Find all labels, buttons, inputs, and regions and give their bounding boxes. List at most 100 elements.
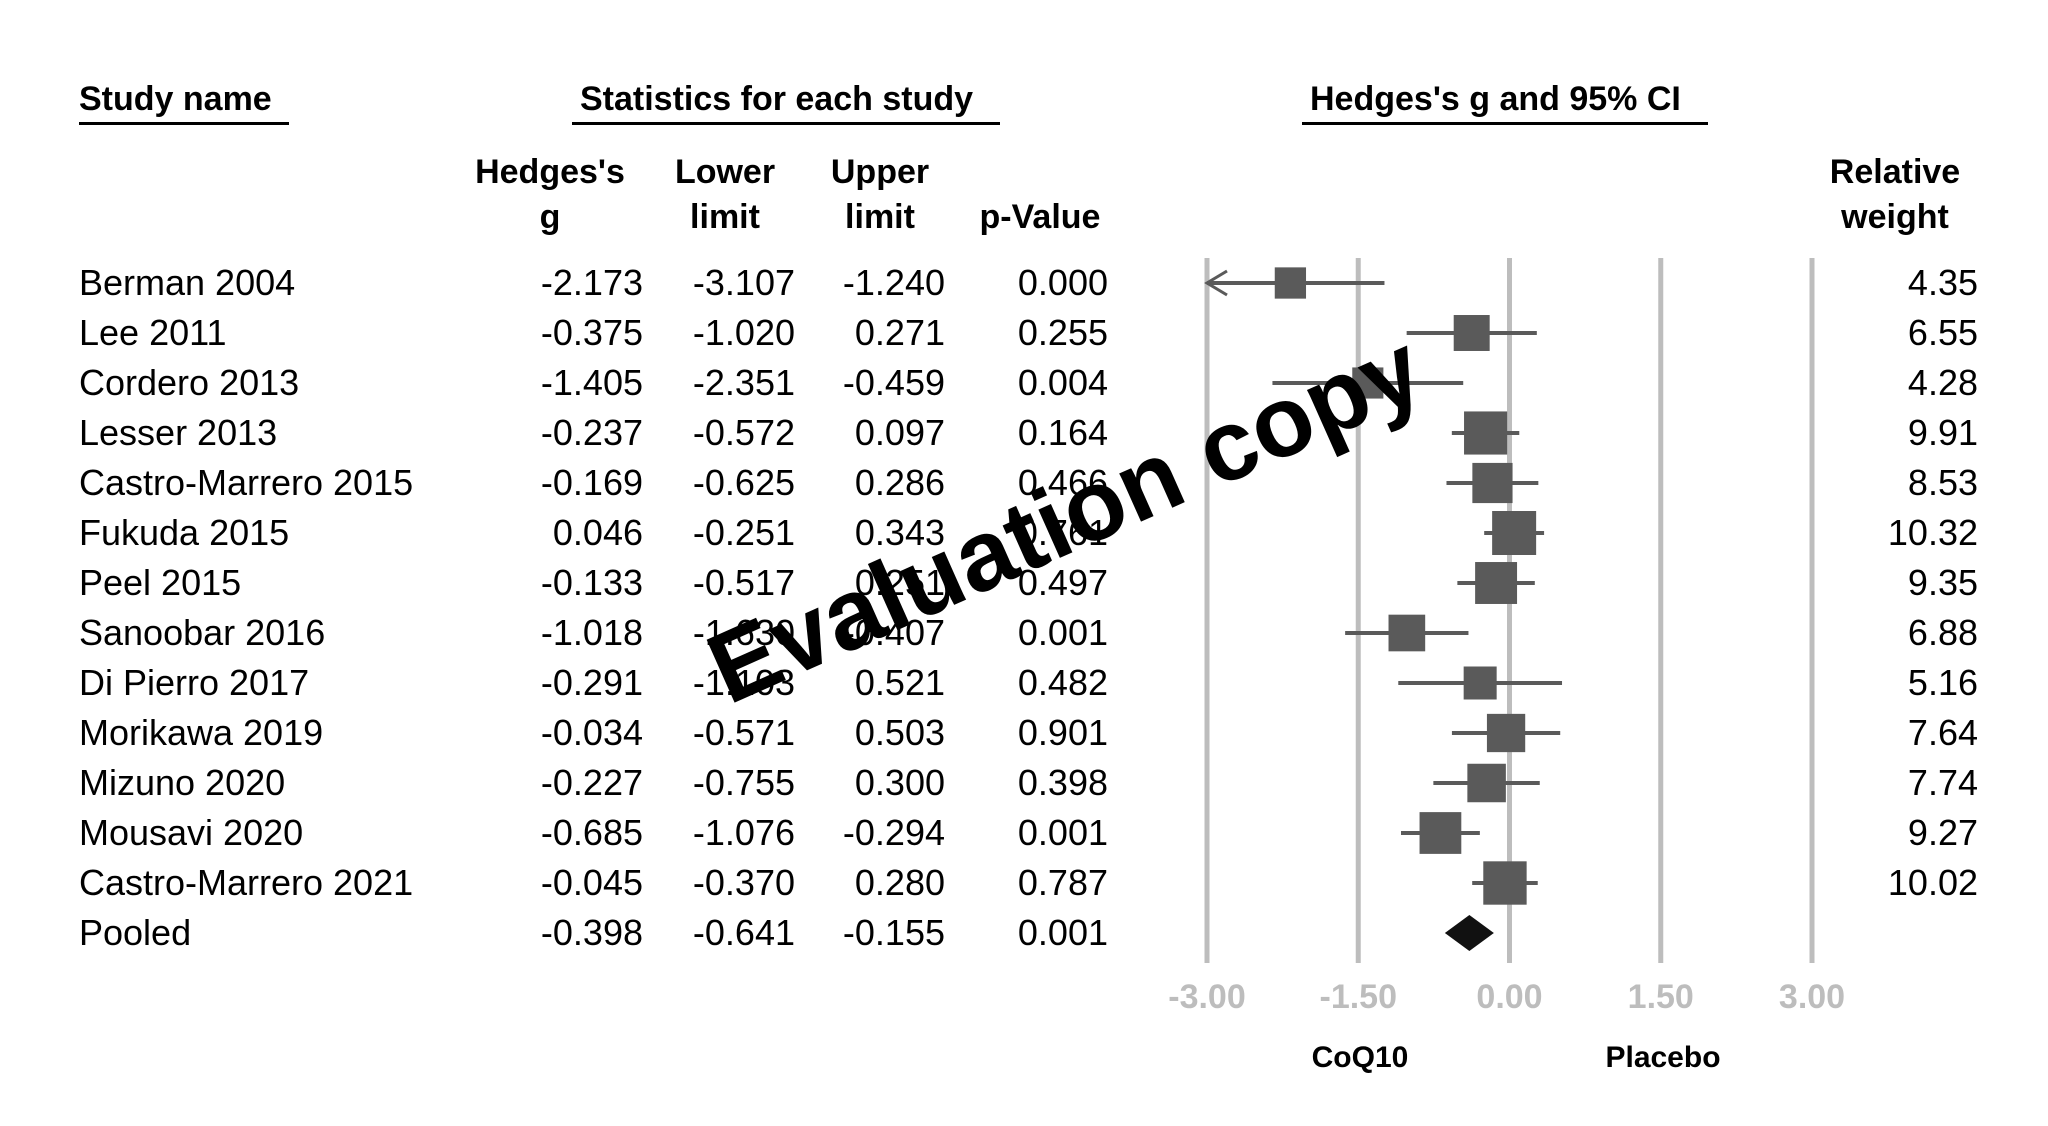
study-name: Peel 2015 xyxy=(79,562,242,603)
hedges-g-value: 0.046 xyxy=(552,512,643,553)
table-row: Berman 2004 -2.173 -3.107 -1.240 0.000 4… xyxy=(0,258,2048,308)
statistics-underline xyxy=(572,122,1000,125)
forest-underline xyxy=(1302,122,1708,125)
p-value: 0.901 xyxy=(1017,712,1108,753)
relative-weight-value: 10.02 xyxy=(1887,862,1978,903)
p-value: 0.164 xyxy=(1017,412,1108,453)
study-name: Cordero 2013 xyxy=(79,362,300,403)
table-row: Castro-Marrero 2021 -0.045 -0.370 0.280 … xyxy=(0,858,2048,908)
upper-limit-value: -0.294 xyxy=(842,812,945,853)
table-row: Fukuda 2015 0.046 -0.251 0.343 0.761 10.… xyxy=(0,508,2048,558)
lower-limit-value: -0.370 xyxy=(692,862,795,903)
table-row: Di Pierro 2017 -0.291 -1.103 0.521 0.482… xyxy=(0,658,2048,708)
col-header-g-line1: Hedges's xyxy=(475,153,625,191)
study-name-underline xyxy=(79,122,289,125)
hedges-g-value: -1.405 xyxy=(540,362,643,403)
hedges-g-value: -0.034 xyxy=(540,712,643,753)
lower-limit-value: -1.076 xyxy=(692,812,795,853)
study-name: Lesser 2013 xyxy=(79,412,278,453)
hedges-g-value: -1.018 xyxy=(540,612,643,653)
lower-limit-value: -0.572 xyxy=(692,412,795,453)
upper-limit-value: -1.240 xyxy=(842,262,945,303)
upper-limit-value: 0.300 xyxy=(854,762,945,803)
forest-header: Hedges's g and 95% CI xyxy=(1310,80,1681,118)
lower-limit-value: -0.625 xyxy=(692,462,795,503)
lower-limit-value: -1.103 xyxy=(692,662,795,703)
relative-weight-value: 9.27 xyxy=(1907,812,1978,853)
table-row: Sanoobar 2016 -1.018 -1.630 -0.407 0.001… xyxy=(0,608,2048,658)
x-tick-label: 1.50 xyxy=(1628,978,1694,1016)
relative-weight-value: 6.88 xyxy=(1907,612,1978,653)
col-header-weight-line2: weight xyxy=(1841,198,1949,236)
upper-limit-value: 0.097 xyxy=(854,412,945,453)
upper-limit-value: 0.521 xyxy=(854,662,945,703)
study-name: Morikawa 2019 xyxy=(79,712,324,753)
relative-weight-value: 9.91 xyxy=(1907,412,1978,453)
col-header-upper: Upper limit xyxy=(805,150,955,240)
study-name: Mousavi 2020 xyxy=(79,812,304,853)
p-value: 0.004 xyxy=(1017,362,1108,403)
relative-weight-value: 6.55 xyxy=(1907,312,1978,353)
upper-limit-value: -0.407 xyxy=(842,612,945,653)
col-header-weight: Relative weight xyxy=(1800,150,1990,240)
col-header-g: Hedges's g xyxy=(460,150,640,240)
hedges-g-value: -0.685 xyxy=(540,812,643,853)
p-value: 0.466 xyxy=(1017,462,1108,503)
p-value: 0.497 xyxy=(1017,562,1108,603)
p-value: 0.787 xyxy=(1017,862,1108,903)
relative-weight-value: 7.74 xyxy=(1907,762,1978,803)
table-row: Peel 2015 -0.133 -0.517 0.251 0.497 9.35 xyxy=(0,558,2048,608)
x-tick-label: -1.50 xyxy=(1320,978,1398,1016)
hedges-g-value: -0.398 xyxy=(540,912,643,953)
lower-limit-value: -0.517 xyxy=(692,562,795,603)
p-value: 0.398 xyxy=(1017,762,1108,803)
table-row: Lesser 2013 -0.237 -0.572 0.097 0.164 9.… xyxy=(0,408,2048,458)
study-name: Berman 2004 xyxy=(79,262,296,303)
p-value: 0.482 xyxy=(1017,662,1108,703)
table-row: Mizuno 2020 -0.227 -0.755 0.300 0.398 7.… xyxy=(0,758,2048,808)
upper-limit-value: -0.459 xyxy=(842,362,945,403)
table-row: Morikawa 2019 -0.034 -0.571 0.503 0.901 … xyxy=(0,708,2048,758)
relative-weight-value: 4.35 xyxy=(1907,262,1978,303)
upper-limit-value: 0.343 xyxy=(854,512,945,553)
relative-weight-value: 4.28 xyxy=(1907,362,1978,403)
hedges-g-value: -0.291 xyxy=(540,662,643,703)
p-value: 0.761 xyxy=(1017,512,1108,553)
upper-limit-value: -0.155 xyxy=(842,912,945,953)
table-row: Cordero 2013 -1.405 -2.351 -0.459 0.004 … xyxy=(0,358,2048,408)
p-value: 0.000 xyxy=(1017,262,1108,303)
p-value: 0.001 xyxy=(1017,912,1108,953)
p-value: 0.001 xyxy=(1017,812,1108,853)
hedges-g-value: -0.045 xyxy=(540,862,643,903)
lower-limit-value: -2.351 xyxy=(692,362,795,403)
relative-weight-value: 9.35 xyxy=(1907,562,1978,603)
lower-limit-value: -0.571 xyxy=(692,712,795,753)
study-name: Pooled xyxy=(79,912,192,953)
table-row: Mousavi 2020 -0.685 -1.076 -0.294 0.001 … xyxy=(0,808,2048,858)
table-row: Castro-Marrero 2015 -0.169 -0.625 0.286 … xyxy=(0,458,2048,508)
x-tick-label: 3.00 xyxy=(1779,978,1845,1016)
upper-limit-value: 0.286 xyxy=(854,462,945,503)
study-name: Lee 2011 xyxy=(79,312,227,353)
relative-weight-value: 5.16 xyxy=(1907,662,1978,703)
upper-limit-value: 0.503 xyxy=(854,712,945,753)
study-name: Fukuda 2015 xyxy=(79,512,290,553)
hedges-g-value: -0.227 xyxy=(540,762,643,803)
relative-weight-value: 10.32 xyxy=(1887,512,1978,553)
hedges-g-value: -0.237 xyxy=(540,412,643,453)
hedges-g-value: -0.133 xyxy=(540,562,643,603)
relative-weight-value: 7.64 xyxy=(1907,712,1978,753)
lower-limit-value: -1.630 xyxy=(692,612,795,653)
study-name: Di Pierro 2017 xyxy=(79,662,310,703)
col-header-lower: Lower limit xyxy=(650,150,800,240)
col-header-lower-line1: Lower xyxy=(674,153,776,191)
lower-limit-value: -0.641 xyxy=(692,912,795,953)
col-header-upper-line1: Upper xyxy=(830,153,930,191)
p-value: 0.001 xyxy=(1017,612,1108,653)
study-name: Castro-Marrero 2015 xyxy=(79,462,414,503)
p-value: 0.255 xyxy=(1017,312,1108,353)
col-header-p-line1: p-Value xyxy=(979,198,1101,236)
col-header-weight-line1: Relative xyxy=(1829,153,1961,191)
upper-limit-value: 0.280 xyxy=(854,862,945,903)
hedges-g-value: -0.169 xyxy=(540,462,643,503)
